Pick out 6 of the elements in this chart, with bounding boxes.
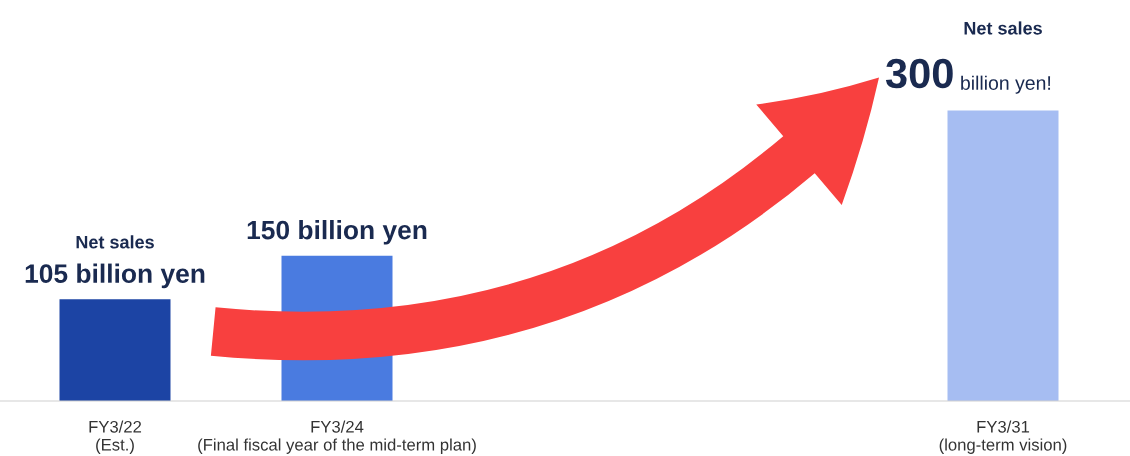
- data-label: 150 billion yen: [247, 220, 427, 245]
- x-tick-label: FY3/24 (Final fiscal year of the mid-term plan): [198, 420, 476, 454]
- data-label: Net sales 105 billion yen: [25, 235, 205, 289]
- text: Net sales 300 billion yen!: [885, 21, 1051, 94]
- x-tick-label: FY3/22 (Est.): [89, 420, 142, 454]
- x-tick-label: FY3/31 (long-term vision): [939, 420, 1067, 454]
